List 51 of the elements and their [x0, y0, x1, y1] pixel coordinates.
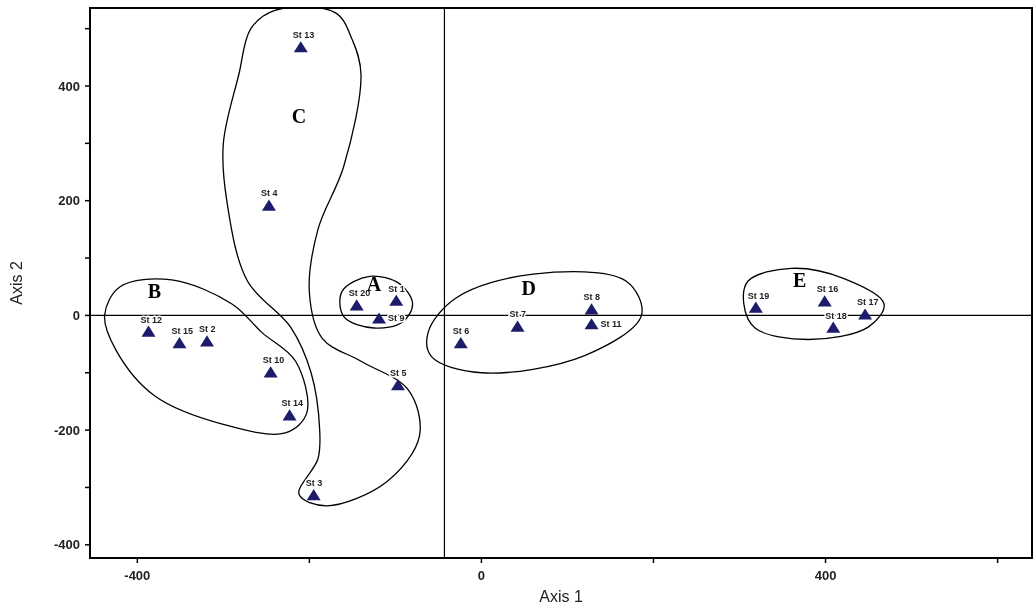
- annotation: St 17: [857, 297, 879, 308]
- x-tick-label: -400: [124, 568, 151, 583]
- y-tick-label: 200: [58, 193, 80, 209]
- annotation: St 14: [281, 398, 304, 409]
- point: [817, 295, 832, 307]
- point: [200, 335, 214, 347]
- y-tick-label: 0: [72, 307, 80, 323]
- point: [748, 301, 763, 313]
- annotation: St 10: [262, 355, 285, 366]
- annotation: D: [521, 277, 536, 300]
- annotation: St 12: [140, 314, 163, 325]
- point: [389, 294, 404, 306]
- annotation: B: [147, 280, 162, 303]
- annotation: St 5: [389, 367, 407, 378]
- x-tick-label: 0: [477, 568, 486, 583]
- point: [261, 199, 276, 211]
- point: [349, 299, 364, 311]
- annotation: St 3: [305, 478, 323, 489]
- annotation: St 9: [388, 313, 405, 324]
- annotation: St 2: [199, 324, 216, 335]
- annotation: St 15: [171, 326, 193, 337]
- point: [453, 337, 468, 349]
- point: [282, 409, 297, 421]
- point: [172, 337, 187, 349]
- annotation: C: [291, 105, 307, 128]
- annotation: E: [793, 268, 807, 291]
- x-tick-label: 400: [814, 568, 837, 583]
- y-tick-label: -200: [53, 422, 80, 438]
- point: [584, 303, 599, 315]
- point: [141, 325, 156, 337]
- annotation: St 8: [583, 292, 601, 303]
- point: [826, 321, 841, 333]
- annotation: St 4: [260, 188, 278, 199]
- annotation: St 19: [747, 290, 770, 301]
- annotation: St 11: [600, 319, 622, 330]
- point: [293, 41, 308, 53]
- point: [390, 378, 405, 391]
- point: [858, 308, 873, 320]
- point: [372, 312, 387, 324]
- annotation: St 1: [388, 283, 405, 294]
- y-tick-label: 400: [58, 78, 80, 94]
- point: [263, 366, 278, 378]
- point: [306, 489, 321, 501]
- y-axis-title: Axis 2: [8, 261, 25, 305]
- annotation: St 16: [816, 284, 839, 295]
- point: [510, 320, 525, 332]
- x-axis-title: Axis 1: [539, 588, 583, 605]
- annotation: St 6: [452, 326, 470, 337]
- annotation: St 13: [292, 30, 315, 41]
- point: [584, 318, 599, 330]
- y-tick-label: -400: [53, 537, 80, 553]
